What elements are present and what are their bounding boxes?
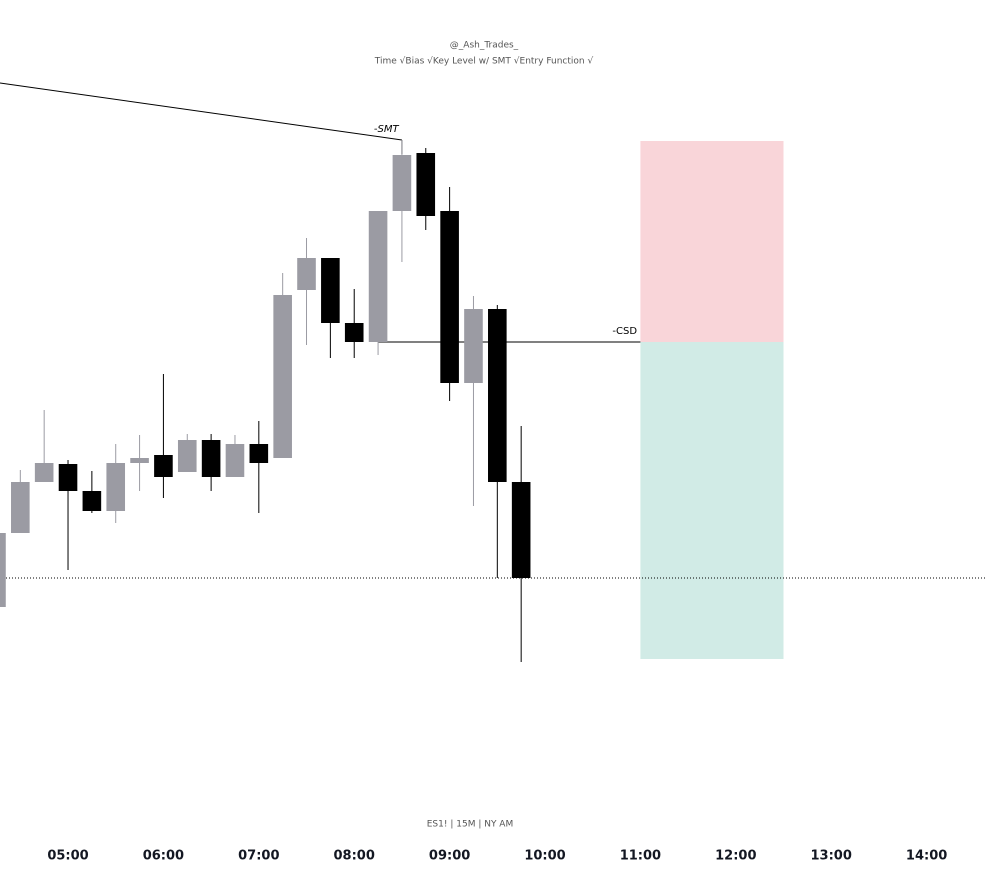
candle-body bbox=[154, 455, 173, 477]
candle-body bbox=[130, 458, 149, 463]
chart-subtitle: Time √Bias √Key Level w/ SMT √Entry Func… bbox=[374, 56, 594, 67]
candle-body bbox=[297, 258, 316, 290]
x-tick-label: 11:00 bbox=[620, 849, 661, 864]
chart-footer: ES1! | 15M | NY AM bbox=[427, 820, 513, 830]
candle-body bbox=[0, 533, 6, 607]
candle-body bbox=[82, 491, 102, 511]
candle-body bbox=[440, 211, 459, 383]
candle-body bbox=[511, 482, 531, 578]
x-tick-label: 10:00 bbox=[524, 849, 565, 864]
smt-label: -SMT bbox=[374, 124, 400, 135]
x-tick-label: 09:00 bbox=[429, 849, 470, 864]
candle-body bbox=[201, 440, 221, 477]
candle-body bbox=[416, 153, 436, 216]
candle-body bbox=[368, 211, 388, 342]
candle-body bbox=[344, 323, 364, 342]
stop-zone bbox=[640, 342, 784, 659]
x-tick-label: 05:00 bbox=[47, 849, 88, 864]
csd-label: -CSD bbox=[612, 326, 637, 337]
candle-body bbox=[273, 295, 292, 458]
candle-body bbox=[106, 463, 126, 511]
candle-body bbox=[225, 444, 245, 477]
candle-body bbox=[34, 463, 54, 482]
x-tick-label: 06:00 bbox=[143, 849, 184, 864]
smt-line bbox=[0, 82, 402, 141]
x-tick-label: 13:00 bbox=[811, 849, 852, 864]
candle-body bbox=[58, 464, 78, 491]
x-tick-label: 08:00 bbox=[334, 849, 375, 864]
x-tick-label: 07:00 bbox=[238, 849, 279, 864]
x-tick-label: 14:00 bbox=[906, 849, 947, 864]
target-zone bbox=[640, 141, 784, 342]
candle-body bbox=[464, 309, 483, 383]
candle-body bbox=[392, 155, 412, 211]
candle-body bbox=[321, 258, 340, 323]
candle-body bbox=[249, 444, 269, 463]
chart-title: @_Ash_Trades_ bbox=[450, 41, 519, 51]
candle-body bbox=[177, 440, 197, 472]
candle-body bbox=[488, 309, 507, 482]
x-tick-label: 12:00 bbox=[715, 849, 756, 864]
candle-body bbox=[11, 482, 30, 533]
